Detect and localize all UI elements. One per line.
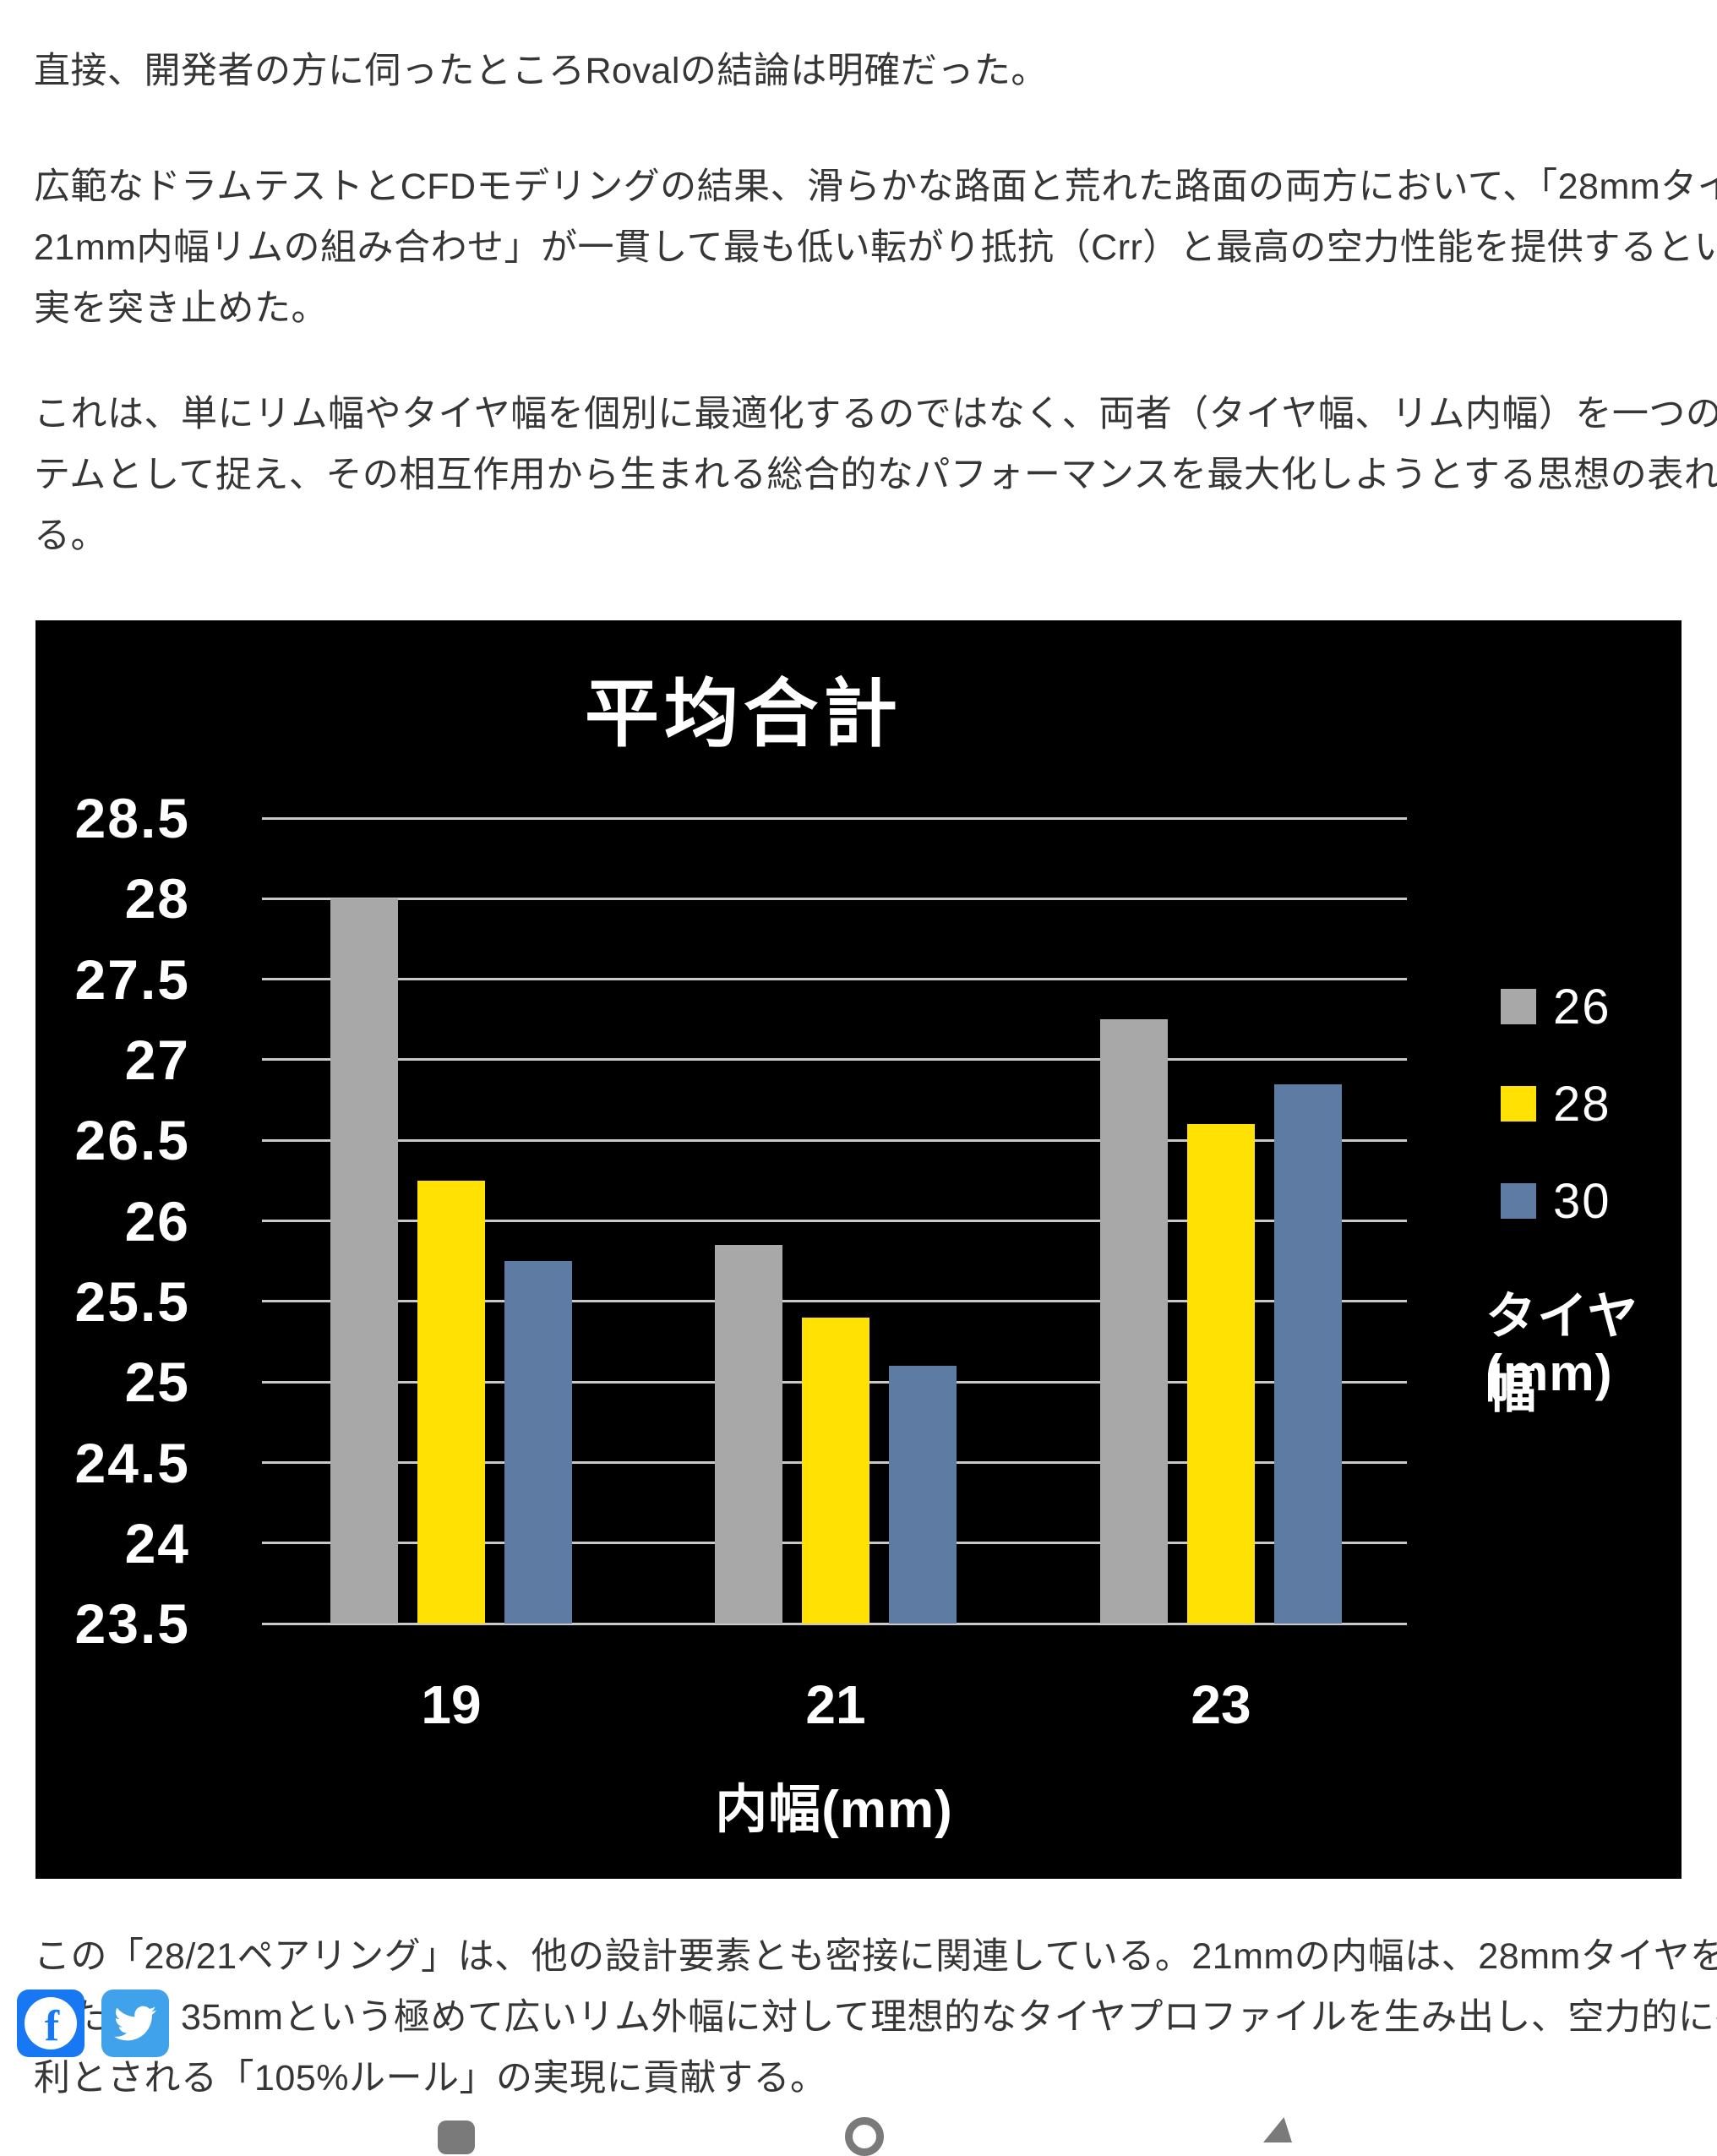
y-axis-label: 28.5: [74, 787, 190, 849]
y-axis-label: 23.5: [74, 1592, 190, 1656]
paragraph-line: した際、35mmという極めて広いリム外幅に対して理想的なタイヤプロファイルを生み…: [34, 1997, 1717, 2038]
facebook-icon: f: [25, 1997, 77, 2050]
paragraph-3: これは、単にリム幅やタイヤ幅を個別に最適化するのではなく、両者（タイヤ幅、リム内…: [34, 384, 1717, 566]
gridline: [262, 1220, 1407, 1223]
paragraph-line: テムとして捉え、その相互作用から生まれる総合的なパフォーマンスを最大化しようとす…: [34, 455, 1717, 495]
bar-21-30: [889, 1366, 957, 1624]
bar-19-30: [504, 1261, 572, 1624]
x-axis-label: 19: [421, 1674, 482, 1735]
paragraph-line: 広範なドラムテストとCFDモデリングの結果、滑らかな路面と荒れた路面の両方におい…: [34, 166, 1717, 207]
y-axis-label: 28: [124, 867, 190, 931]
partial-flag-icon[interactable]: [1263, 2117, 1292, 2142]
legend-label: 26: [1553, 980, 1611, 1034]
legend-swatch-30: [1501, 1183, 1536, 1219]
x-axis-label: 21: [805, 1674, 866, 1735]
partial-bookmark-icon[interactable]: [438, 2121, 475, 2154]
paragraph-4: この「28/21ペアリング」は、他の設計要素とも密接に関連している。21mmの内…: [34, 1926, 1717, 2109]
bar-23-28: [1187, 1124, 1255, 1624]
paragraph-line: 実を突き止めた。: [34, 288, 328, 329]
bar-19-26: [330, 898, 398, 1624]
x-axis-label: 23: [1191, 1674, 1251, 1735]
gridline: [262, 1300, 1407, 1303]
bar-19-28: [417, 1180, 485, 1624]
bar-21-26: [715, 1245, 782, 1624]
legend-title-line-2: (mm): [1485, 1345, 1613, 1401]
y-axis-label: 27: [124, 1028, 190, 1091]
bar-21-28: [802, 1318, 869, 1624]
gridline: [262, 816, 1407, 820]
paragraph-line: これは、単にリム幅やタイヤ幅を個別に最適化するのではなく、両者（タイヤ幅、リム内…: [34, 394, 1717, 434]
paragraph-line: 直接、開発者の方に伺ったところRovalの結論は明確だった。: [34, 51, 1048, 91]
y-axis-label: 26: [124, 1189, 190, 1253]
gridline: [262, 1622, 1407, 1625]
paragraph-line: 21mm内幅リムの組み合わせ」が一貫して最も低い転がり抵抗（Crr）と最高の空力…: [34, 227, 1717, 268]
paragraph-1: 直接、開発者の方に伺ったところRovalの結論は明確だった。: [34, 41, 1683, 101]
bar-23-30: [1274, 1083, 1342, 1624]
legend-swatch-28: [1501, 1086, 1536, 1122]
gridline: [262, 978, 1407, 981]
paragraph-line: この「28/21ペアリング」は、他の設計要素とも密接に関連している。21mmの内…: [34, 1936, 1717, 1977]
legend-label: 28: [1553, 1077, 1611, 1132]
chart-title: 平均合計: [584, 672, 902, 756]
y-axis-label: 25: [124, 1351, 190, 1414]
y-axis-label: 24.5: [74, 1431, 190, 1494]
gridline: [262, 1058, 1407, 1062]
paragraph-2: 広範なドラムテストとCFDモデリングの結果、滑らかな路面と荒れた路面の両方におい…: [34, 156, 1717, 339]
facebook-share-button[interactable]: f: [17, 1990, 84, 2057]
y-axis-label: 24: [124, 1511, 190, 1575]
y-axis-label: 27.5: [74, 947, 190, 1011]
paragraph-line: 利とされる「105%ルール」の実現に貢献する。: [34, 2058, 827, 2099]
gridline: [262, 1138, 1407, 1142]
gridline: [262, 897, 1407, 900]
twitter-share-button[interactable]: [101, 1990, 169, 2057]
legend-title-line-1: タイヤ幅: [1485, 1288, 1639, 1418]
bar-chart: 平均合計 28.5 28 27.5 27 26.5 26 25.5 25 24.5 24 23.5 1…: [35, 620, 1682, 1879]
bar-23-26: [1100, 1019, 1168, 1624]
x-axis-title: 内幅(mm): [715, 1781, 953, 1839]
y-axis-label: 26.5: [74, 1109, 190, 1172]
paragraph-line: る。: [34, 516, 107, 556]
legend-swatch-26: [1501, 989, 1536, 1024]
partial-circle-icon[interactable]: [845, 2117, 884, 2156]
legend-label: 30: [1553, 1174, 1611, 1229]
y-axis-label: 25.5: [74, 1269, 190, 1333]
